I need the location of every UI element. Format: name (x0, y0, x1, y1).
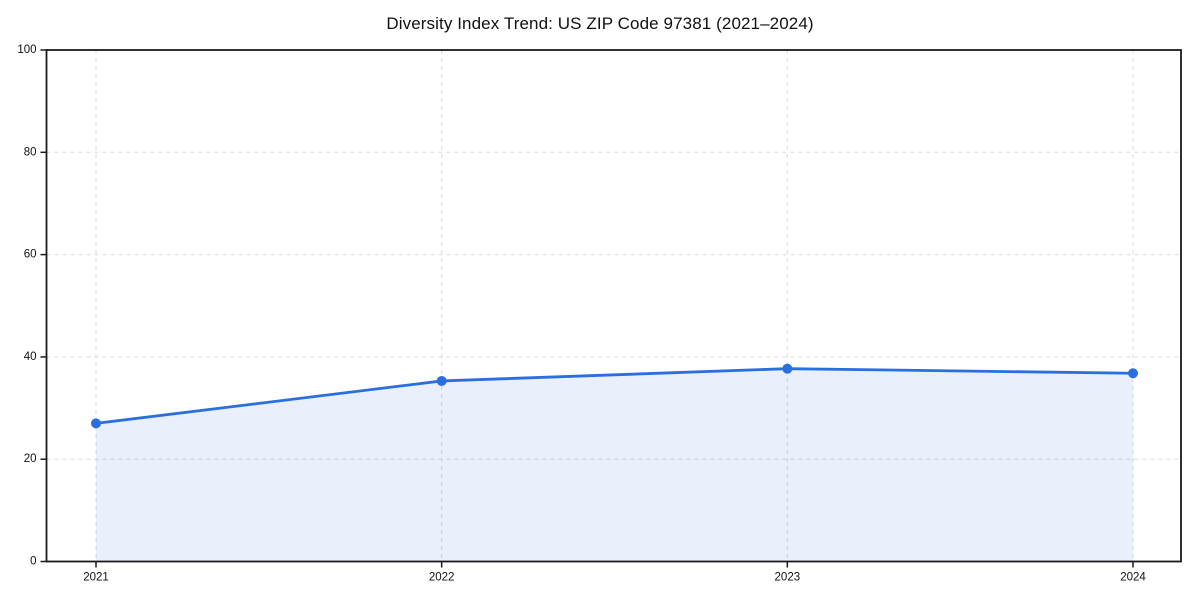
x-tick-label: 2021 (83, 572, 109, 584)
y-tick-label: 0 (30, 556, 36, 568)
data-point-marker (91, 418, 101, 429)
data-point-marker (782, 363, 793, 374)
y-tick-label: 60 (24, 249, 37, 261)
data-point-marker (436, 375, 447, 386)
x-tick-label: 2024 (1120, 572, 1146, 584)
y-tick-label: 80 (24, 146, 37, 158)
plot-border (45, 49, 1182, 563)
y-tick-label: 40 (24, 351, 37, 363)
y-tick-label: 100 (17, 44, 36, 56)
x-tick-label: 2022 (429, 572, 455, 584)
series-area (96, 368, 1133, 562)
x-tick-label: 2023 (775, 572, 801, 584)
y-tick-label: 20 (24, 453, 37, 465)
chart-title: Diversity Index Trend: US ZIP Code 97381… (386, 14, 814, 33)
series-line (94, 367, 1135, 425)
data-point-marker (1128, 368, 1138, 379)
